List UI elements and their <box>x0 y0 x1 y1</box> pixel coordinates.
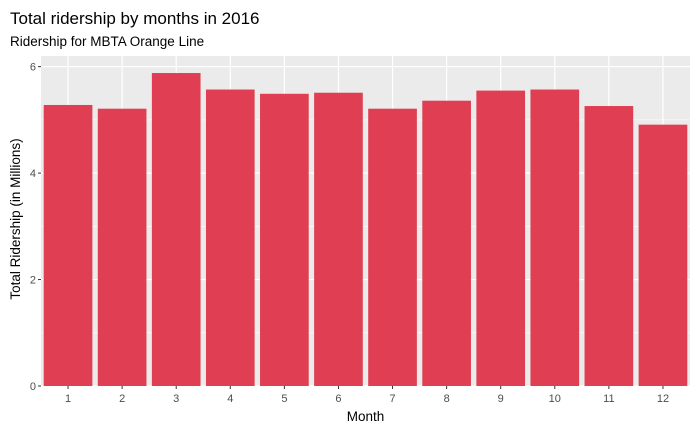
chart-subtitle: Ridership for MBTA Orange Line <box>10 34 204 49</box>
plot-panel <box>41 56 690 386</box>
x-tick-label: 9 <box>498 393 504 405</box>
x-tick-label: 8 <box>444 393 450 405</box>
bar-month-7 <box>368 108 417 387</box>
x-tick-label: 12 <box>657 393 669 405</box>
bar-month-8 <box>422 100 471 386</box>
bar-month-1 <box>43 104 93 386</box>
x-tick-label: 1 <box>65 393 71 405</box>
bar-month-3 <box>151 73 201 386</box>
bar-month-5 <box>260 93 309 387</box>
y-tick-label: 2 <box>30 275 36 287</box>
y-tick-label: 4 <box>30 168 36 180</box>
bars <box>43 73 688 387</box>
bar-month-4 <box>205 89 255 386</box>
x-tick-label: 2 <box>119 393 125 405</box>
bar-month-6 <box>314 92 363 387</box>
x-tick-label: 5 <box>281 393 287 405</box>
x-tick-label: 11 <box>603 393 614 405</box>
x-axis-title: Month <box>347 409 385 424</box>
x-tick-label: 4 <box>227 393 233 405</box>
bar-month-10 <box>530 89 580 386</box>
y-axis: 0 2 4 6 <box>30 62 41 393</box>
y-tick-label: 6 <box>30 62 36 74</box>
y-tick-label: 0 <box>30 381 36 393</box>
x-tick-label: 3 <box>173 393 179 405</box>
bar-month-11 <box>584 106 634 386</box>
chart-title: Total ridership by months in 2016 <box>10 9 259 28</box>
bar-month-2 <box>97 108 147 387</box>
bar-month-12 <box>638 124 688 387</box>
y-axis-title: Total Ridership (in Millions) <box>8 138 23 299</box>
x-tick-label: 10 <box>549 393 561 405</box>
x-axis: 1 2 3 4 5 6 7 8 9 10 11 12 <box>65 386 669 405</box>
x-tick-label: 6 <box>335 393 341 405</box>
bar-month-9 <box>476 90 526 386</box>
x-tick-label: 7 <box>389 393 395 405</box>
minor-gridlines <box>41 119 690 334</box>
